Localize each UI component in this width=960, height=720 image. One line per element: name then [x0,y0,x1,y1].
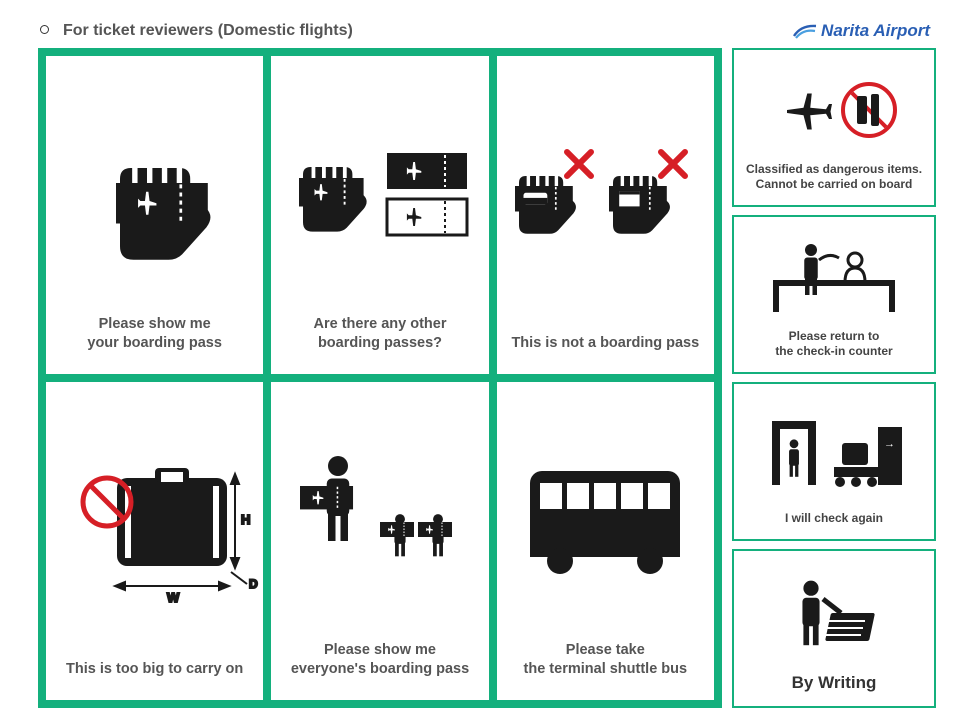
side-caption: I will check again [785,511,883,527]
grid-caption: Are there any other boarding passes? [314,315,447,354]
logo: Narita Airport [793,21,930,41]
page-title: For ticket reviewers (Domestic flights) [63,22,353,40]
side-panel: Classified as dangerous items. Cannot be… [732,48,936,708]
bus-icon [505,398,706,641]
baggage_too_big-icon: H W D [54,398,255,660]
hand_pass_single-icon [54,72,255,315]
main: Please show me your boarding pass Are th… [38,48,936,708]
grid-caption: Please take the terminal shuttle bus [524,641,688,680]
side-cell-dangerous-items: Classified as dangerous items. Cannot be… [732,48,936,207]
group_passes-icon [279,398,480,641]
svg-text:D: D [249,577,258,591]
dangerous-icon [740,60,928,162]
svg-text:W: W [167,590,180,605]
grid-caption: Please show me your boarding pass [87,315,222,354]
writing-icon [740,561,928,672]
header-left: For ticket reviewers (Domestic flights) [40,22,353,40]
grid-cell-any-other-passes: Are there any other boarding passes? [271,56,488,374]
grid-caption: Please show me everyone's boarding pass [291,641,469,680]
grid-cell-too-big: H W D This is too big to carry on [46,382,263,700]
grid-caption: This is too big to carry on [66,660,243,680]
hand_pass_multi-icon [279,72,480,315]
svg-text:→: → [884,438,895,450]
side-caption: By Writing [792,672,877,694]
side-caption: Classified as dangerous items. Cannot be… [746,162,922,193]
side-cell-return-checkin: Please return to the check-in counter [732,215,936,374]
grid-caption: This is not a boarding pass [511,334,699,354]
grid-cell-shuttle-bus: Please take the terminal shuttle bus [497,382,714,700]
side-caption: Please return to the check-in counter [775,329,892,360]
side-cell-by-writing: By Writing [732,549,936,708]
logo-text: Narita Airport [821,21,930,41]
logo-swoosh-icon [793,23,815,39]
header: For ticket reviewers (Domestic flights) … [40,18,930,44]
grid-cell-not-boarding-pass: This is not a boarding pass [497,56,714,374]
page: For ticket reviewers (Domestic flights) … [0,0,960,720]
grid-cell-show-boarding-pass: Please show me your boarding pass [46,56,263,374]
grid-cell-everyone-pass: Please show me everyone's boarding pass [271,382,488,700]
svg-text:H: H [241,512,250,527]
wrong_tickets-icon [505,72,706,334]
instruction-grid: Please show me your boarding pass Are th… [38,48,722,708]
security_check-icon: → [740,394,928,511]
checkin_counter-icon [740,227,928,329]
bullet-icon [40,25,49,34]
side-cell-check-again: → I will check again [732,382,936,541]
